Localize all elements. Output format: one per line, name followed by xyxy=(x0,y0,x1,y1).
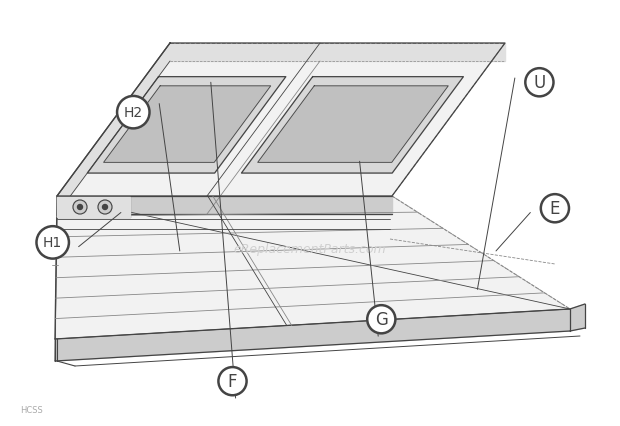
Text: eReplacementParts.com: eReplacementParts.com xyxy=(234,243,386,256)
Circle shape xyxy=(102,205,107,210)
Polygon shape xyxy=(104,86,271,163)
Circle shape xyxy=(98,201,112,215)
Text: F: F xyxy=(228,372,237,390)
Text: HCSS: HCSS xyxy=(20,405,43,414)
Polygon shape xyxy=(87,78,286,174)
Polygon shape xyxy=(241,78,463,174)
Circle shape xyxy=(525,69,554,97)
Circle shape xyxy=(117,97,149,129)
Polygon shape xyxy=(55,196,57,361)
Text: E: E xyxy=(550,200,560,218)
Polygon shape xyxy=(57,44,505,196)
Polygon shape xyxy=(170,44,505,62)
Circle shape xyxy=(218,367,247,395)
Text: H1: H1 xyxy=(43,236,63,250)
Text: H2: H2 xyxy=(124,106,143,120)
Circle shape xyxy=(78,205,82,210)
Text: U: U xyxy=(533,74,546,92)
Circle shape xyxy=(367,305,396,334)
Circle shape xyxy=(37,227,69,259)
Polygon shape xyxy=(57,196,392,215)
Polygon shape xyxy=(57,198,130,218)
Circle shape xyxy=(73,201,87,215)
Polygon shape xyxy=(57,44,170,215)
Polygon shape xyxy=(258,86,448,163)
Text: G: G xyxy=(375,311,388,328)
Polygon shape xyxy=(570,304,585,331)
Polygon shape xyxy=(55,196,570,339)
Polygon shape xyxy=(55,309,570,361)
Circle shape xyxy=(541,195,569,223)
